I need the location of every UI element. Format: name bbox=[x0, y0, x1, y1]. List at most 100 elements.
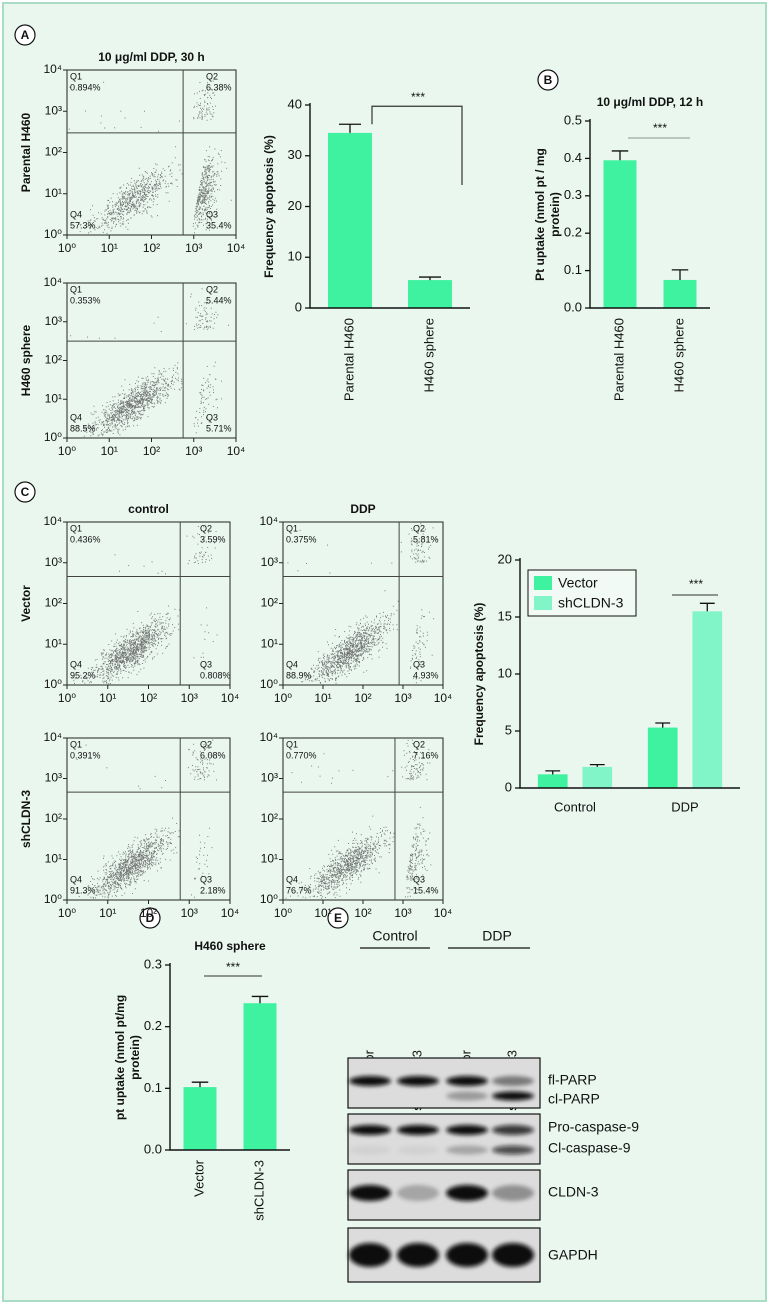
significance-label: *** bbox=[653, 121, 667, 135]
quadrant-name: Q3 bbox=[200, 659, 212, 669]
bar bbox=[603, 160, 637, 308]
y-tick-label: 10¹ bbox=[261, 636, 278, 650]
y-axis-label: pt uptake (nmol pt/mg bbox=[113, 995, 127, 1120]
quadrant-percent: 0.894% bbox=[70, 82, 101, 92]
band bbox=[349, 1125, 391, 1135]
band bbox=[349, 1145, 391, 1155]
error-bar bbox=[339, 123, 361, 133]
panel-label: E bbox=[334, 911, 342, 925]
x-tick-label: 10² bbox=[140, 906, 157, 920]
row-label: Vector bbox=[19, 585, 33, 622]
quadrant-name: Q2 bbox=[413, 739, 425, 749]
x-tick-label: 10⁴ bbox=[221, 906, 240, 920]
y-tick-label: 10⁰ bbox=[44, 677, 62, 691]
event-dots bbox=[77, 362, 183, 437]
band bbox=[349, 1243, 391, 1267]
quadrant-name: Q4 bbox=[286, 874, 298, 884]
event-dots bbox=[285, 815, 395, 899]
x-tick-label: 10² bbox=[354, 691, 371, 705]
event-dots bbox=[287, 529, 393, 574]
x-tick-label: 10⁰ bbox=[58, 906, 76, 920]
quadrant-name: Q4 bbox=[286, 659, 298, 669]
x-tick-label: 10² bbox=[140, 691, 157, 705]
quadrant-percent: 76.7% bbox=[286, 885, 312, 895]
y-tick-label: 10⁴ bbox=[43, 730, 62, 744]
y-tick-label: 10³ bbox=[45, 314, 62, 328]
y-tick-label: 10 bbox=[498, 665, 512, 680]
x-tick-label: Parental H460 bbox=[341, 318, 356, 401]
bar bbox=[183, 1087, 217, 1150]
blot-label: fl-PARP bbox=[548, 1072, 597, 1088]
x-tick-label: H460 sphere bbox=[421, 318, 436, 392]
y-tick-label: 0.3 bbox=[144, 956, 162, 971]
quadrant-name: Q1 bbox=[286, 523, 298, 533]
blot-label: Cl-caspase-9 bbox=[548, 1140, 631, 1156]
blot-frame bbox=[347, 1113, 541, 1165]
event-dots bbox=[187, 739, 217, 781]
band bbox=[446, 1076, 488, 1086]
quadrant-percent: 5.71% bbox=[206, 423, 232, 433]
y-tick-label: 5 bbox=[505, 722, 512, 737]
y-tick-label: 10² bbox=[45, 596, 62, 610]
row-label: H460 sphere bbox=[19, 324, 33, 396]
quadrant-percent: 91.3% bbox=[70, 885, 96, 895]
event-dots bbox=[401, 739, 431, 781]
event-dots bbox=[291, 753, 394, 784]
y-tick-label: 15 bbox=[498, 608, 512, 623]
panel-badge bbox=[14, 481, 36, 503]
x-tick-label: 10⁴ bbox=[221, 691, 240, 705]
event-dots bbox=[193, 361, 222, 434]
panel-badge bbox=[139, 907, 161, 929]
x-tick-label: 10² bbox=[143, 444, 160, 458]
event-dots bbox=[410, 609, 435, 684]
y-tick-label: 10¹ bbox=[45, 852, 62, 866]
y-tick-label: 10³ bbox=[261, 555, 278, 569]
quadrant-percent: 6.08% bbox=[200, 750, 226, 760]
bar bbox=[647, 727, 678, 788]
y-tick-label: 30 bbox=[288, 147, 302, 162]
x-tick-label: 10⁴ bbox=[434, 691, 453, 705]
y-tick-label: 10⁰ bbox=[44, 227, 62, 241]
quadrant-percent: 5.44% bbox=[206, 295, 232, 305]
plot-title: 10 μg/ml DDP, 30 h bbox=[98, 50, 205, 64]
x-tick-label: 10³ bbox=[394, 691, 411, 705]
panel-label: B bbox=[544, 73, 553, 87]
legend-label: Vector bbox=[558, 575, 598, 591]
x-tick-label: 10⁰ bbox=[58, 691, 76, 705]
quadrant-percent: 15.4% bbox=[413, 885, 439, 895]
quadrant-name: Q1 bbox=[70, 71, 82, 81]
quadrant-percent: 95.2% bbox=[70, 670, 96, 680]
quadrant-name: Q2 bbox=[200, 739, 212, 749]
bar bbox=[328, 132, 372, 308]
event-dots bbox=[193, 607, 218, 668]
quadrant-percent: 0.353% bbox=[70, 295, 101, 305]
error-bar bbox=[191, 1081, 209, 1088]
band bbox=[446, 1243, 488, 1267]
band bbox=[492, 1091, 534, 1101]
band bbox=[446, 1145, 488, 1155]
y-tick-label: 10 bbox=[288, 249, 302, 264]
panel-label: A bbox=[21, 28, 30, 42]
legend-swatch bbox=[534, 576, 552, 590]
y-tick-label: 10⁴ bbox=[43, 275, 62, 289]
y-tick-label: 10² bbox=[261, 811, 278, 825]
y-tick-label: 10⁰ bbox=[260, 892, 278, 906]
quadrant-name: Q4 bbox=[70, 659, 82, 669]
quadrant-name: Q3 bbox=[206, 412, 218, 422]
quadrant-percent: 4.93% bbox=[413, 670, 439, 680]
y-tick-label: 0 bbox=[505, 779, 512, 794]
x-tick-label: Vector bbox=[191, 1159, 206, 1197]
y-tick-label: 0.2 bbox=[564, 225, 582, 240]
band bbox=[492, 1076, 534, 1086]
bar bbox=[582, 766, 613, 788]
band bbox=[349, 1076, 391, 1086]
quadrant-percent: 2.18% bbox=[200, 885, 226, 895]
event-dots bbox=[400, 523, 437, 563]
quadrant-percent: 7.16% bbox=[413, 750, 439, 760]
error-bar bbox=[251, 995, 269, 1004]
group-label: DDP bbox=[482, 928, 512, 944]
x-tick-label: Control bbox=[554, 799, 596, 814]
y-tick-label: 10³ bbox=[45, 103, 62, 117]
y-axis-label: Frequency apoptosis (%) bbox=[262, 135, 276, 278]
y-tick-label: 40 bbox=[288, 96, 302, 111]
